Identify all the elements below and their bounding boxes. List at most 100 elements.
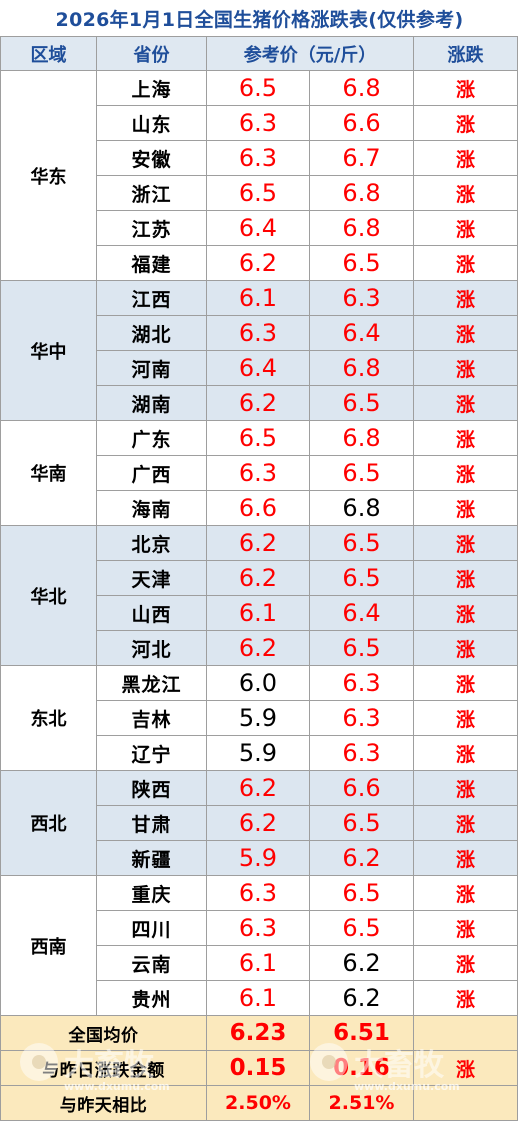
province-cell: 浙江	[96, 175, 207, 211]
summary-avg-p1: 6.23	[206, 1015, 310, 1051]
price-1-cell: 6.1	[206, 945, 310, 981]
price-2-cell: 6.5	[308, 805, 415, 841]
trend-cell: 涨	[413, 350, 519, 386]
trend-cell: 涨	[413, 770, 519, 806]
trend-cell: 涨	[413, 560, 519, 596]
trend-cell: 涨	[413, 910, 519, 946]
price-1-cell: 6.2	[206, 245, 310, 281]
table-row: 山西 6.1 6.4 涨	[1, 595, 519, 631]
province-cell: 吉林	[96, 700, 207, 736]
table-row: 贵州 6.1 6.2 涨	[1, 980, 519, 1016]
table-row: 湖北 6.3 6.4 涨	[1, 315, 519, 351]
region-cell: 东北	[0, 665, 97, 771]
province-cell: 广西	[96, 455, 207, 491]
price-1-cell: 6.3	[206, 875, 310, 911]
summary-change-p1: 0.15	[206, 1050, 310, 1086]
trend-cell: 涨	[413, 315, 519, 351]
region-cell: 华北	[0, 525, 97, 666]
region-cell: 西南	[0, 875, 97, 1016]
table-row: 西北 陕西 6.2 6.6 涨	[0, 770, 519, 876]
price-2-cell: 6.5	[308, 875, 415, 911]
price-2-cell: 6.5	[308, 525, 415, 561]
table-row: 浙江 6.5 6.8 涨	[1, 175, 519, 211]
price-1-cell: 6.1	[206, 280, 310, 316]
price-2-cell: 6.2	[308, 840, 415, 876]
province-cell: 江西	[96, 280, 207, 316]
price-table: 区域 省份 参考价（元/斤） 涨跌 华东 上海 6.5 6.8 涨山东 6.3 6.6 涨安徽…	[0, 36, 519, 1121]
trend-cell: 涨	[413, 665, 519, 701]
trend-cell: 涨	[413, 980, 519, 1016]
summary-change-label: 与昨日涨跌金额	[0, 1050, 207, 1086]
trend-cell: 涨	[413, 140, 519, 176]
province-cell: 四川	[96, 910, 207, 946]
trend-cell: 涨	[413, 525, 519, 561]
trend-cell: 涨	[413, 630, 519, 666]
province-cell: 云南	[96, 945, 207, 981]
region-cell: 华东	[0, 70, 97, 281]
summary-avg-p2: 6.51	[308, 1015, 415, 1051]
summary-pct-trend	[413, 1085, 519, 1121]
price-1-cell: 6.5	[206, 175, 310, 211]
price-2-cell: 6.2	[308, 945, 415, 981]
price-1-cell: 6.3	[206, 455, 310, 491]
price-2-cell: 6.7	[308, 140, 415, 176]
trend-cell: 涨	[413, 945, 519, 981]
price-1-cell: 6.2	[206, 630, 310, 666]
price-2-cell: 6.4	[308, 595, 415, 631]
province-cell: 甘肃	[96, 805, 207, 841]
price-1-cell: 6.5	[206, 420, 310, 456]
trend-cell: 涨	[413, 105, 519, 141]
table-row: 江苏 6.4 6.8 涨	[1, 210, 519, 246]
province-cell: 山东	[96, 105, 207, 141]
province-cell: 陕西	[96, 770, 207, 806]
table-row: 华南 广东 6.5 6.8 涨	[0, 420, 519, 526]
table-row: 安徽 6.3 6.7 涨	[1, 140, 519, 176]
table-row: 东北 黑龙江 6.0 6.3 涨	[0, 665, 519, 771]
table-row: 海南 6.6 6.8 涨	[1, 490, 519, 526]
price-1-cell: 6.2	[206, 560, 310, 596]
trend-cell: 涨	[413, 700, 519, 736]
region-cell: 西北	[0, 770, 97, 876]
price-2-cell: 6.8	[308, 70, 415, 106]
province-cell: 广东	[96, 420, 207, 456]
trend-cell: 涨	[413, 175, 519, 211]
table-row: 华中 江西 6.1 6.3 涨	[0, 280, 519, 421]
province-cell: 福建	[96, 245, 207, 281]
trend-cell: 涨	[413, 875, 519, 911]
province-cell: 重庆	[96, 875, 207, 911]
price-2-cell: 6.4	[308, 315, 415, 351]
trend-cell: 涨	[413, 490, 519, 526]
header-trend: 涨跌	[413, 36, 519, 71]
province-cell: 上海	[96, 70, 207, 106]
price-1-cell: 6.2	[206, 525, 310, 561]
price-2-cell: 6.5	[308, 630, 415, 666]
price-2-cell: 6.8	[308, 175, 415, 211]
province-cell: 安徽	[96, 140, 207, 176]
table-row: 甘肃 6.2 6.5 涨	[1, 805, 519, 841]
table-row: 湖南 6.2 6.5 涨	[1, 385, 519, 421]
province-cell: 新疆	[96, 840, 207, 876]
table-row: 天津 6.2 6.5 涨	[1, 560, 519, 596]
table-row: 新疆 5.9 6.2 涨	[1, 840, 519, 876]
summary-change-trend: 涨	[413, 1050, 519, 1086]
province-cell: 河南	[96, 350, 207, 386]
price-1-cell: 5.9	[206, 735, 310, 771]
table-row: 辽宁 5.9 6.3 涨	[1, 735, 519, 771]
province-cell: 天津	[96, 560, 207, 596]
trend-cell: 涨	[413, 210, 519, 246]
price-2-cell: 6.6	[308, 105, 415, 141]
price-1-cell: 6.2	[206, 770, 310, 806]
price-2-cell: 6.8	[308, 420, 415, 456]
header-region: 区域	[0, 36, 97, 71]
summary-change-p2: 0.16	[308, 1050, 415, 1086]
price-2-cell: 6.8	[308, 210, 415, 246]
province-cell: 黑龙江	[96, 665, 207, 701]
trend-cell: 涨	[413, 70, 519, 106]
header-province: 省份	[96, 36, 207, 71]
trend-cell: 涨	[413, 245, 519, 281]
province-cell: 贵州	[96, 980, 207, 1016]
price-2-cell: 6.3	[308, 280, 415, 316]
price-2-cell: 6.2	[308, 980, 415, 1016]
page-title: 2026年1月1日全国生猪价格涨跌表(仅供参考)	[55, 8, 464, 31]
